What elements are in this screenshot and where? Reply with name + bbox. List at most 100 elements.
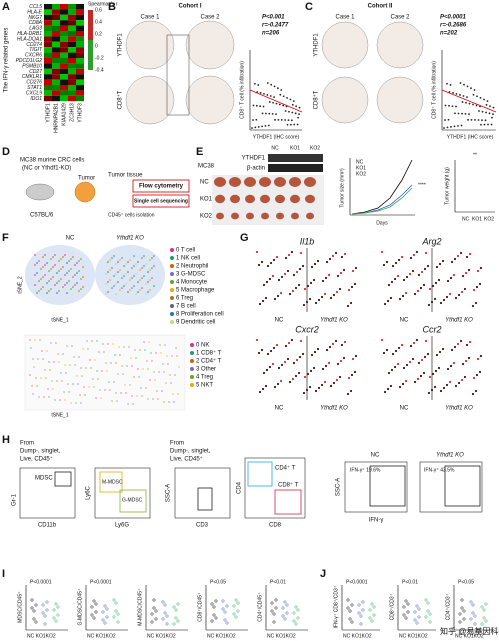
legend-bottom: [88, 40, 93, 70]
cell-dot: [269, 349, 273, 353]
scatter-dot: [455, 105, 457, 108]
watermark: 知乎 @易基因科技: [440, 626, 499, 636]
cell-dot: [268, 277, 272, 281]
cell-dot: [320, 295, 324, 299]
cell-dot: [49, 369, 51, 371]
dot: [361, 608, 365, 612]
scatter-dot: [291, 103, 294, 106]
scatter-dot: [297, 116, 299, 119]
cell-dot: [402, 366, 406, 370]
cell-dot: [113, 255, 115, 257]
cell-dot: [327, 361, 331, 365]
tsne-sub: [24, 334, 186, 411]
panel-letter: A: [2, 1, 10, 13]
cell-dot: [340, 343, 344, 347]
scatter-dot: [286, 96, 288, 99]
cell-dot: [409, 344, 413, 348]
cell-dot: [98, 351, 100, 353]
scatter-dot: [265, 112, 267, 115]
cell-dot: [431, 284, 435, 288]
cell-dot: [397, 346, 401, 350]
cell-dot: [80, 258, 82, 260]
cluster-dot: [170, 264, 174, 268]
cell-dot: [105, 273, 107, 275]
cell-dot: [441, 259, 445, 263]
cell-dot: [306, 284, 310, 288]
dot: [404, 599, 408, 603]
cell-dot: [401, 294, 405, 298]
heat-cell: [68, 20, 76, 26]
dot: [417, 607, 421, 611]
row-label: NC: [200, 180, 209, 186]
scatter-dot: [269, 95, 272, 97]
label: NC: [66, 236, 75, 242]
label: NC: [400, 318, 409, 324]
cell-dot: [149, 259, 151, 261]
cell-dot: [116, 400, 118, 402]
row-label: KO1: [200, 197, 213, 203]
dot: [34, 603, 38, 607]
cluster-dot: [170, 296, 174, 300]
gene-label: CD8A: [29, 20, 43, 26]
cell-dot: [109, 389, 111, 391]
heat-cell: [68, 85, 76, 91]
stat: n=206: [262, 31, 280, 37]
cell-dot: [52, 266, 54, 268]
scatter-dot: [487, 123, 489, 126]
heat-cell: [52, 74, 60, 80]
gene-label: IDO1: [30, 96, 42, 102]
dot: [232, 604, 236, 608]
cell-dot: [350, 373, 354, 377]
cell-dot: [353, 282, 357, 286]
cell-dot: [320, 383, 324, 387]
cell-dot: [153, 285, 155, 287]
cell-dot: [475, 373, 479, 377]
panel-letter: C: [305, 1, 313, 13]
group-label: NC KO1KO2: [147, 633, 176, 639]
group-label: NC KO1KO2: [267, 633, 296, 639]
label: MC38: [198, 164, 215, 170]
cell-dot: [81, 375, 83, 377]
dot: [114, 601, 118, 605]
gene-label: CCL5: [29, 4, 42, 10]
cell-dot: [297, 371, 301, 375]
tumor: [289, 177, 301, 187]
label: Ythdf1 KO: [445, 318, 473, 324]
dot: [223, 610, 227, 614]
heat-cell: [60, 31, 68, 37]
cohort-title: Cohort II: [368, 4, 393, 10]
heat-cell: [44, 36, 52, 42]
cell-dot: [44, 369, 46, 371]
cell-dot: [416, 289, 420, 293]
dot: [32, 617, 36, 621]
scatter-dot: [465, 101, 467, 104]
cell-dot: [125, 263, 127, 265]
cluster-label: 8 Proliferation cell: [176, 312, 224, 318]
cell-dot: [121, 365, 123, 367]
cell-dot: [64, 254, 66, 256]
cell-dot: [79, 394, 81, 396]
dot: [161, 617, 165, 621]
gene-label: CXCL9: [26, 90, 42, 96]
dot: [30, 606, 34, 610]
cell-dot: [350, 285, 354, 289]
dot: [105, 615, 109, 619]
dot: [232, 612, 236, 616]
cell-dot: [346, 304, 350, 308]
gate: [99, 471, 123, 493]
cell-dot: [137, 368, 139, 370]
label: M-MDSC: [102, 479, 123, 485]
gate: [119, 489, 147, 513]
cell-dot: [127, 403, 129, 405]
heat-cell: [60, 36, 68, 42]
panel-letter: F: [2, 232, 9, 244]
cell-dot: [54, 399, 56, 401]
cell-dot: [51, 380, 53, 382]
gene-label: HLA-DRB1: [17, 31, 42, 37]
cell-dot: [386, 299, 390, 303]
cell-dot: [105, 283, 107, 285]
cell-dot: [61, 380, 63, 382]
cell-dot: [459, 251, 463, 255]
cell-dot: [64, 364, 66, 366]
cell-dot: [76, 262, 78, 264]
